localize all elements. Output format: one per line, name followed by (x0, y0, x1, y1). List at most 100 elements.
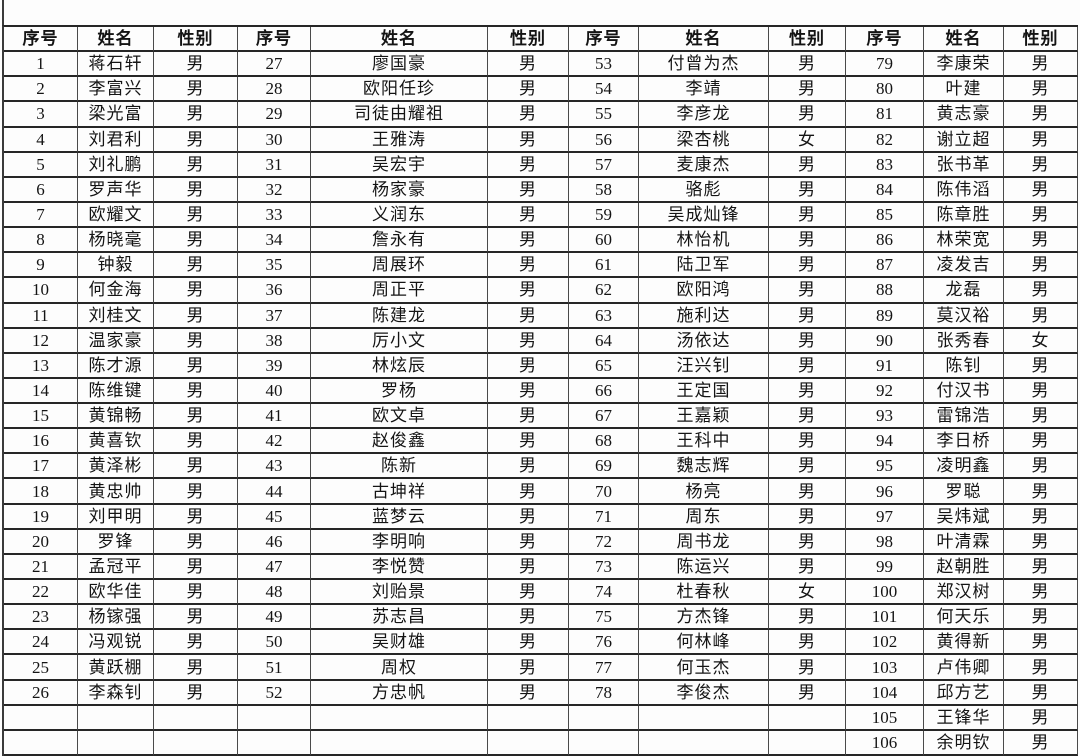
cell-sex: 男 (769, 228, 846, 254)
cell-sex: 男 (769, 404, 846, 430)
cell-no: 57 (569, 152, 639, 178)
cell-sex: 男 (154, 680, 238, 706)
cell-no: 44 (238, 479, 311, 505)
cell-name: 王锋华 (924, 705, 1004, 731)
cell-sex: 男 (1004, 152, 1078, 178)
cell-no: 24 (4, 630, 78, 656)
cell-sex: 男 (488, 353, 569, 379)
cell-name (311, 705, 488, 731)
cell-no: 9 (4, 253, 78, 279)
cell-sex: 男 (488, 253, 569, 279)
cell-sex: 男 (488, 278, 569, 304)
cell-sex: 男 (769, 429, 846, 455)
cell-sex: 男 (154, 605, 238, 631)
cell-name: 林炫辰 (311, 353, 488, 379)
cell-no: 90 (846, 328, 924, 354)
cell-name: 李明响 (311, 529, 488, 555)
cell-no: 46 (238, 529, 311, 555)
cell-sex: 男 (1004, 228, 1078, 254)
cell-sex: 男 (154, 228, 238, 254)
cell-sex: 男 (1004, 680, 1078, 706)
cell-sex: 男 (1004, 177, 1078, 203)
header-sex-g4: 性别 (1004, 27, 1078, 53)
cell-sex: 男 (1004, 529, 1078, 555)
cell-name: 赵俊鑫 (311, 429, 488, 455)
cell-no: 12 (4, 328, 78, 354)
cell-sex: 男 (769, 353, 846, 379)
cell-name: 王科中 (639, 429, 769, 455)
cell-sex: 男 (769, 504, 846, 530)
cell-sex: 男 (769, 529, 846, 555)
cell-no: 54 (569, 77, 639, 103)
cell-no: 7 (4, 202, 78, 229)
cell-name: 王定国 (639, 378, 769, 405)
cell-sex: 男 (769, 278, 846, 304)
cell-sex: 男 (154, 655, 238, 681)
cell-name: 汤依达 (639, 328, 769, 354)
cell-name: 周正平 (311, 278, 488, 304)
cell-name: 周书龙 (639, 529, 769, 555)
cell-name: 王雅涛 (311, 127, 488, 153)
cell-name: 杨亮 (639, 479, 769, 505)
cell-no: 88 (846, 278, 924, 304)
cell-name (78, 705, 154, 731)
cell-sex: 男 (1004, 378, 1078, 405)
cell-no: 65 (569, 353, 639, 379)
cell-sex: 男 (488, 202, 569, 229)
cell-name: 凌明鑫 (924, 454, 1004, 480)
cell-name: 何金海 (78, 278, 154, 304)
cell-no: 77 (569, 655, 639, 681)
cell-sex: 男 (769, 605, 846, 631)
name-roster-table: 序号 姓名 性别 序号 姓名 性别 序号 姓名 性别 序号 姓名 性别 1 蒋石轩男 27 廖国豪男 53 付曾为… (2, 25, 1078, 756)
cell-no: 14 (4, 378, 78, 405)
cell-no: 32 (238, 177, 311, 203)
cell-no: 98 (846, 529, 924, 555)
cell-name: 郑汉树 (924, 580, 1004, 606)
cell-name: 黄得新 (924, 630, 1004, 656)
cell-no: 10 (4, 278, 78, 304)
cell-no (4, 730, 78, 756)
cell-sex: 男 (154, 328, 238, 354)
cell-name: 刘贻景 (311, 580, 488, 606)
cell-no: 86 (846, 228, 924, 254)
cell-no: 6 (4, 177, 78, 203)
cell-sex: 男 (769, 554, 846, 581)
cell-no: 56 (569, 127, 639, 153)
cell-no: 45 (238, 504, 311, 530)
cell-no: 62 (569, 278, 639, 304)
cell-name: 林怡机 (639, 228, 769, 254)
cell-name: 梁光富 (78, 102, 154, 128)
cell-name (78, 730, 154, 756)
cell-name: 钟毅 (78, 253, 154, 279)
cell-name: 欧阳任珍 (311, 77, 488, 103)
cell-name: 何玉杰 (639, 655, 769, 681)
cell-name: 陈运兴 (639, 554, 769, 581)
cell-name: 周东 (639, 504, 769, 530)
cell-name: 黄忠帅 (78, 479, 154, 505)
cell-no: 71 (569, 504, 639, 530)
cell-no: 19 (4, 504, 78, 530)
cell-sex: 男 (488, 127, 569, 153)
cell-no: 31 (238, 152, 311, 178)
cell-sex: 男 (154, 504, 238, 530)
cell-sex: 男 (154, 278, 238, 304)
cell-sex: 男 (154, 353, 238, 379)
cell-name: 麦康杰 (639, 152, 769, 178)
cell-name: 龙磊 (924, 278, 1004, 304)
cell-name: 罗声华 (78, 177, 154, 203)
cell-name: 吴宏宇 (311, 152, 488, 178)
cell-name: 黄锦畅 (78, 404, 154, 430)
cell-no: 4 (4, 127, 78, 153)
cell-name: 张秀春 (924, 328, 1004, 354)
cell-no: 92 (846, 378, 924, 405)
cell-no: 39 (238, 353, 311, 379)
cell-no: 106 (846, 730, 924, 756)
cell-no: 61 (569, 253, 639, 279)
cell-no: 8 (4, 228, 78, 254)
cell-no: 76 (569, 630, 639, 656)
cell-sex: 男 (154, 127, 238, 153)
cell-no: 27 (238, 52, 311, 78)
cell-sex: 男 (1004, 202, 1078, 229)
cell-name: 周权 (311, 655, 488, 681)
cell-sex: 男 (769, 303, 846, 329)
